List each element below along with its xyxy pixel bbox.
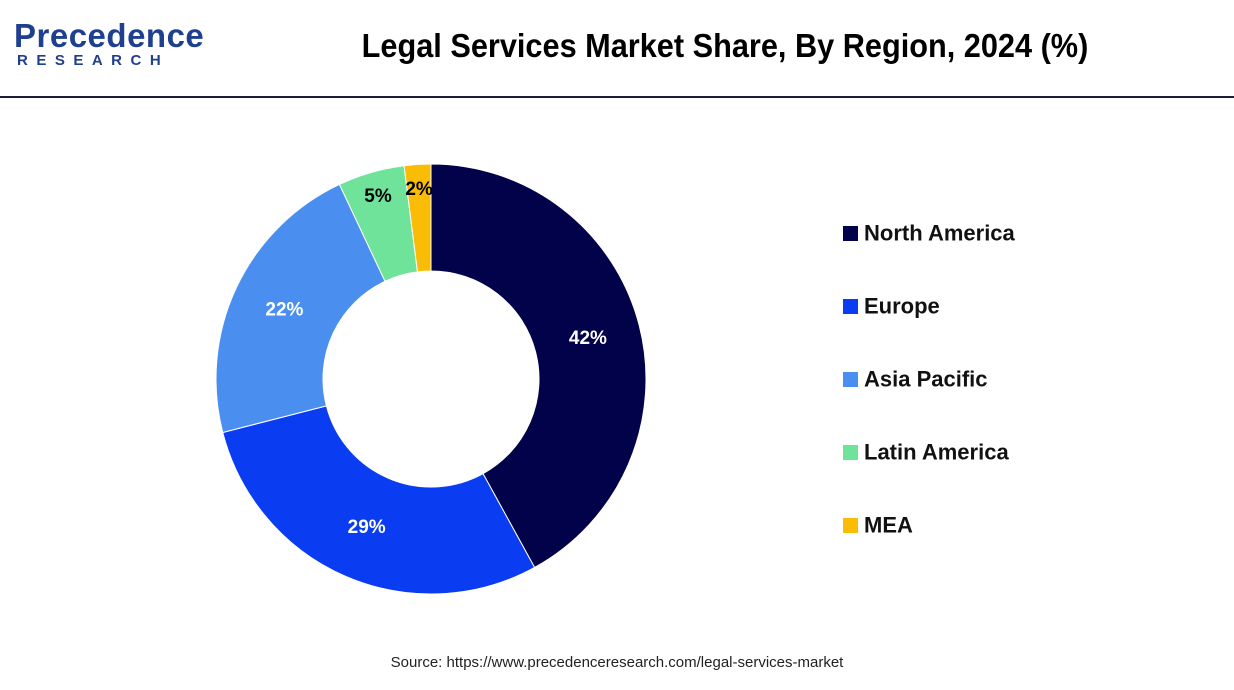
brand-logo: Precedence RESEARCH bbox=[14, 18, 204, 74]
data-label-latin-america: 5% bbox=[364, 186, 392, 207]
legend-label-mea: MEA bbox=[864, 513, 913, 538]
legend-label-europe: Europe bbox=[864, 294, 940, 319]
legend-swatch-asia-pacific bbox=[843, 372, 858, 387]
title-divider bbox=[0, 96, 1234, 98]
legend-swatch-mea bbox=[843, 518, 858, 533]
data-label-europe: 29% bbox=[348, 517, 386, 538]
slice-asia-pacific bbox=[215, 183, 386, 434]
legend-label-asia-pacific: Asia Pacific bbox=[864, 367, 988, 392]
legend-label-north-america: North America bbox=[864, 221, 1016, 246]
slice-north-america bbox=[430, 163, 647, 569]
logo-wordmark: Precedence bbox=[14, 17, 205, 54]
source-note: Source: https://www.precedenceresearch.c… bbox=[390, 654, 844, 671]
chart-title: Legal Services Market Share, By Region, … bbox=[361, 27, 1089, 64]
legend-swatch-north-america bbox=[843, 226, 858, 241]
slice-europe bbox=[222, 405, 536, 595]
legend-label-latin-america: Latin America bbox=[864, 440, 1009, 465]
legend-swatch-latin-america bbox=[843, 445, 858, 460]
data-label-north-america: 42% bbox=[569, 328, 607, 349]
data-label-mea: 2% bbox=[405, 179, 433, 200]
data-label-asia-pacific: 22% bbox=[265, 300, 303, 321]
logo-subtitle: RESEARCH bbox=[17, 52, 170, 69]
legend-swatch-europe bbox=[843, 299, 858, 314]
slice-mea bbox=[403, 163, 432, 273]
